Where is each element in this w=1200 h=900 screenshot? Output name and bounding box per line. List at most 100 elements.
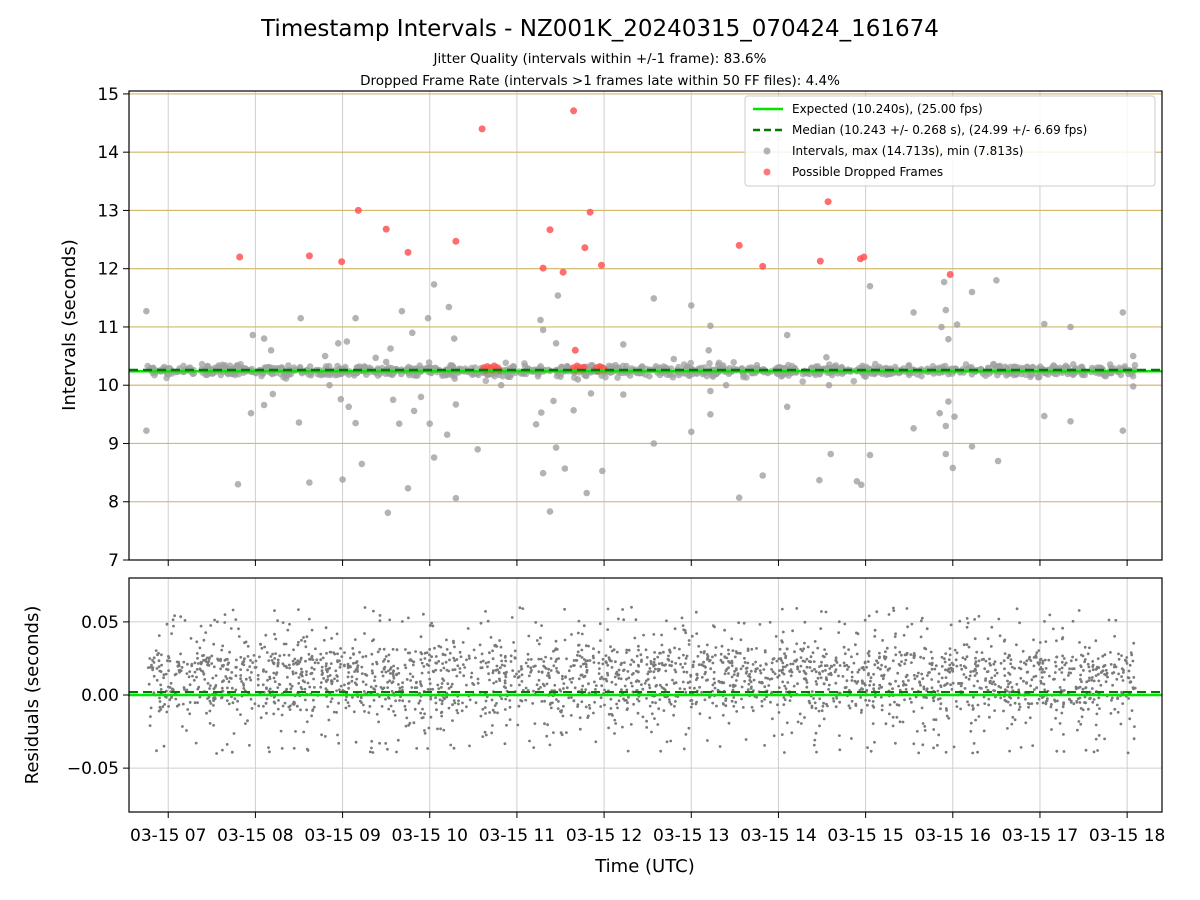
interval-point bbox=[656, 371, 664, 379]
residual-point bbox=[346, 682, 350, 685]
residual-point bbox=[392, 669, 395, 673]
residual-point bbox=[465, 658, 468, 662]
residual-point bbox=[354, 740, 358, 744]
residual-point bbox=[338, 665, 342, 669]
residual-point bbox=[167, 685, 170, 689]
residual-point bbox=[1104, 680, 1108, 684]
residual-point bbox=[730, 637, 734, 641]
residual-point bbox=[374, 684, 378, 688]
residual-point bbox=[684, 631, 688, 635]
residual-point bbox=[160, 663, 164, 667]
residuals-panel: −0.050.000.05 03-15 07 03-15 08 03-15 09 03… bbox=[22, 577, 1165, 846]
residual-point bbox=[1008, 673, 1012, 676]
residual-point bbox=[539, 657, 543, 661]
interval-outlier-point bbox=[620, 341, 627, 348]
residual-point bbox=[324, 626, 328, 630]
residual-point bbox=[869, 676, 873, 680]
residual-point bbox=[668, 650, 672, 654]
residual-point bbox=[191, 674, 194, 678]
residual-point bbox=[728, 684, 732, 687]
residual-point bbox=[636, 711, 640, 715]
residual-point bbox=[1091, 660, 1095, 663]
residual-point bbox=[822, 701, 825, 705]
residual-point bbox=[720, 660, 724, 664]
residual-point bbox=[834, 656, 838, 660]
dropped-frame-point bbox=[236, 253, 244, 261]
residual-point bbox=[228, 676, 232, 680]
interval-point bbox=[180, 362, 187, 370]
interval-outlier-point bbox=[1067, 323, 1074, 331]
residual-point bbox=[346, 662, 350, 666]
residual-point bbox=[888, 667, 892, 670]
residual-point bbox=[1091, 663, 1095, 667]
residual-point bbox=[867, 614, 871, 618]
interval-outlier-point bbox=[539, 469, 547, 477]
residual-point bbox=[554, 647, 558, 651]
residual-point bbox=[349, 656, 352, 660]
residual-point bbox=[723, 655, 727, 658]
residual-point bbox=[1085, 680, 1089, 684]
residual-point bbox=[181, 702, 185, 706]
residual-point bbox=[897, 703, 901, 707]
residual-point bbox=[908, 697, 912, 701]
residual-point bbox=[838, 734, 841, 737]
residual-point bbox=[312, 698, 315, 702]
residual-point bbox=[782, 672, 786, 676]
residual-point bbox=[232, 732, 236, 735]
residual-point bbox=[273, 609, 276, 612]
residual-point bbox=[650, 730, 653, 734]
residual-point bbox=[815, 750, 818, 754]
residual-point bbox=[303, 640, 307, 643]
residual-point bbox=[629, 663, 632, 666]
interval-outlier-point bbox=[337, 395, 345, 403]
residual-point bbox=[810, 690, 814, 693]
residual-point bbox=[963, 687, 967, 690]
residual-point bbox=[873, 628, 877, 632]
residual-point bbox=[614, 683, 618, 686]
residual-point bbox=[442, 728, 446, 732]
residual-point bbox=[1030, 702, 1034, 705]
residual-point bbox=[835, 696, 839, 700]
residual-point bbox=[162, 744, 166, 748]
residual-point bbox=[932, 699, 936, 703]
residual-point bbox=[632, 702, 635, 706]
residual-point bbox=[375, 712, 379, 716]
residual-point bbox=[784, 656, 787, 660]
residual-point bbox=[1044, 667, 1048, 670]
residual-point bbox=[632, 660, 636, 664]
interval-outlier-point bbox=[722, 381, 730, 389]
residual-point bbox=[649, 662, 653, 665]
residual-point bbox=[774, 635, 778, 638]
residual-point bbox=[1067, 671, 1071, 675]
residual-point bbox=[242, 684, 246, 687]
residual-point bbox=[866, 703, 869, 707]
residual-point bbox=[412, 721, 416, 725]
residual-point bbox=[403, 663, 407, 667]
residual-point bbox=[607, 726, 610, 730]
residual-point bbox=[732, 704, 736, 708]
residual-point bbox=[919, 683, 922, 687]
residual-point bbox=[380, 705, 384, 708]
residual-point bbox=[778, 647, 782, 651]
residual-point bbox=[652, 660, 656, 664]
residual-point bbox=[594, 688, 597, 691]
legend-expected-label: Expected (10.240s), (25.00 fps) bbox=[792, 102, 983, 116]
residual-point bbox=[671, 678, 674, 682]
interval-point bbox=[198, 360, 206, 368]
residual-point bbox=[599, 677, 602, 681]
residual-point bbox=[1053, 699, 1057, 703]
residual-point bbox=[1113, 634, 1116, 638]
residual-point bbox=[965, 617, 969, 620]
residual-point bbox=[159, 688, 163, 691]
residual-point bbox=[533, 722, 537, 725]
residual-point bbox=[613, 732, 616, 735]
residual-point bbox=[645, 656, 649, 659]
residual-point bbox=[727, 652, 731, 656]
residual-point bbox=[802, 647, 806, 651]
residual-point bbox=[622, 618, 626, 622]
residual-point bbox=[516, 723, 520, 727]
residual-point bbox=[973, 637, 977, 641]
residual-point bbox=[442, 696, 445, 699]
residual-point bbox=[886, 668, 890, 672]
